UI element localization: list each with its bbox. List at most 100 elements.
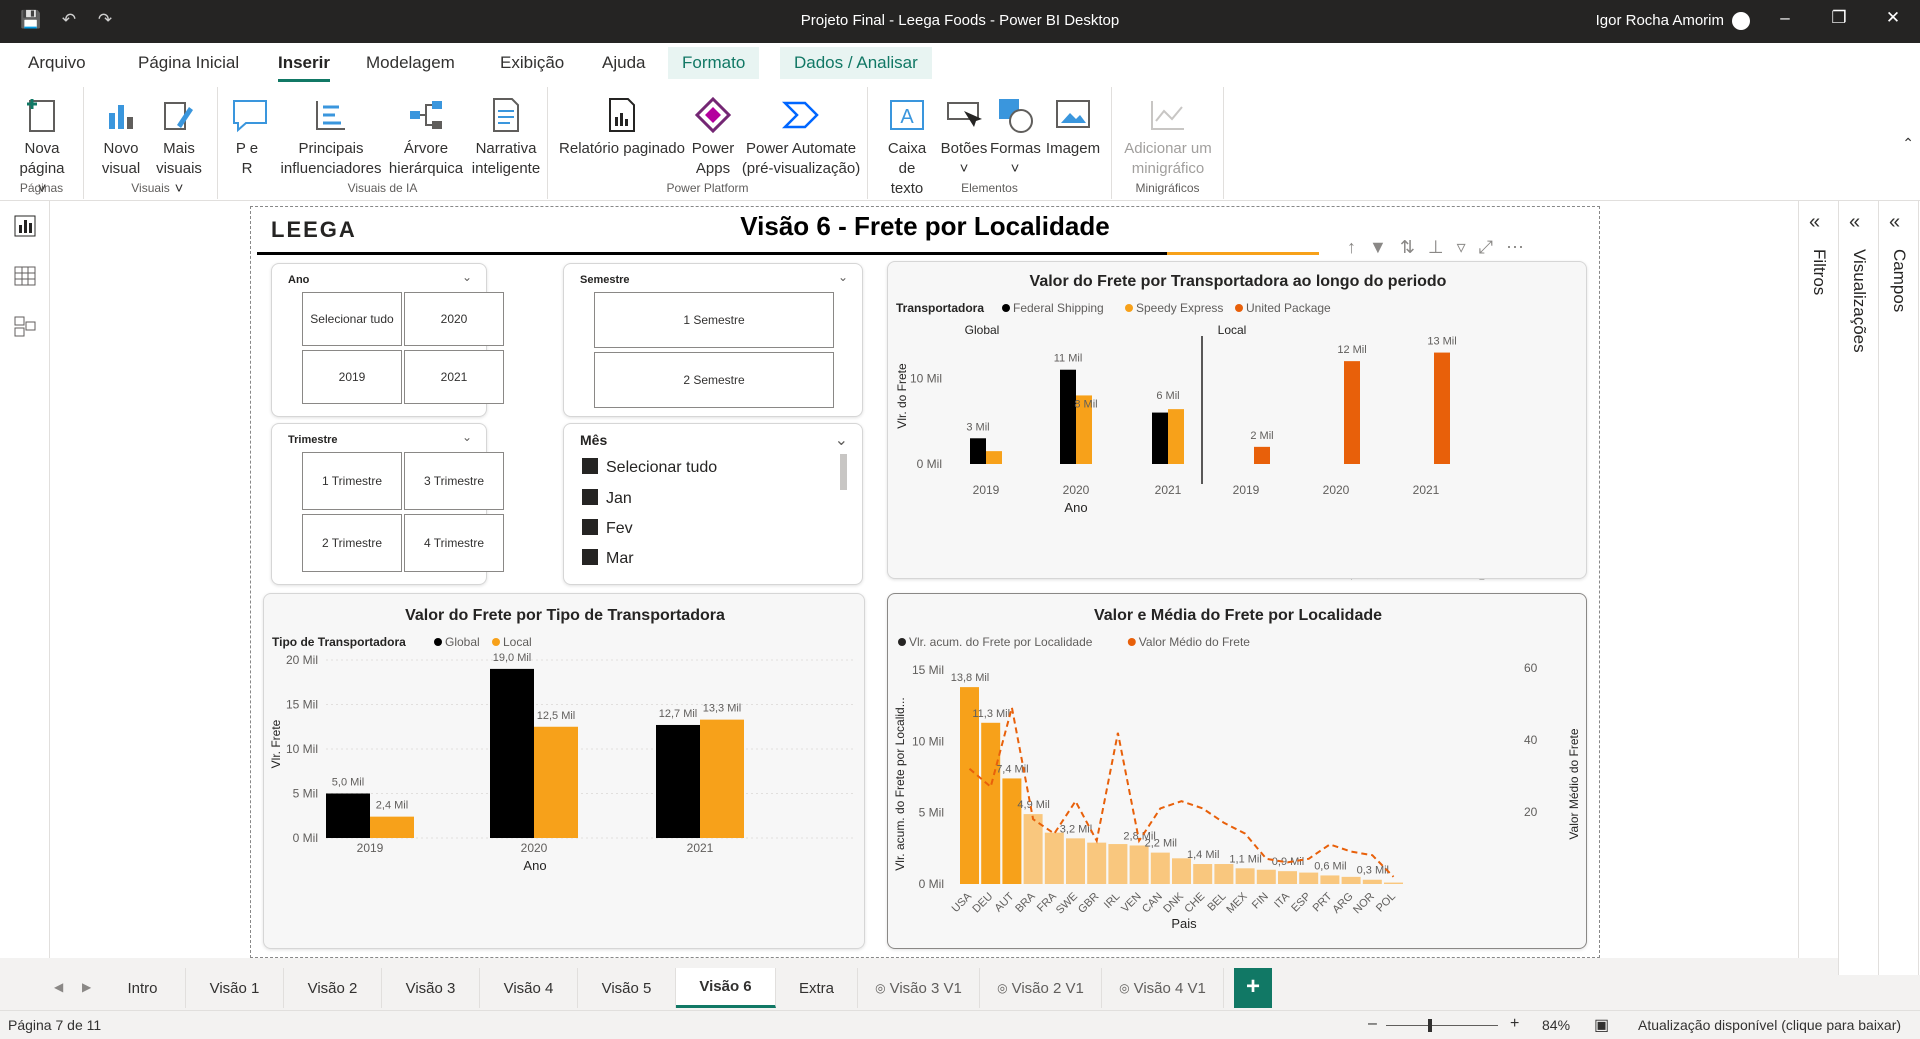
pane-filtros[interactable]: « Filtros bbox=[1799, 201, 1839, 975]
undo-icon[interactable]: ↶ bbox=[61, 10, 77, 29]
bar-localidade[interactable] bbox=[1341, 876, 1361, 884]
slicer-option[interactable]: 2 Trimestre bbox=[302, 514, 402, 572]
bar-localidade[interactable] bbox=[1129, 845, 1149, 884]
chart-transportadora[interactable]: Valor do Frete por Transportadora ao lon… bbox=[887, 261, 1587, 579]
bar-federal-shipping[interactable] bbox=[1060, 369, 1076, 464]
tab-exibicao[interactable]: Exibição bbox=[500, 53, 565, 72]
chevron-down-icon[interactable]: ⌄ bbox=[837, 270, 848, 284]
relatorio-paginado-button[interactable]: Relatório paginado bbox=[558, 95, 686, 159]
botoes-button[interactable]: Botões ˅ bbox=[940, 95, 988, 179]
bar-localidade[interactable] bbox=[1214, 864, 1234, 884]
bar-localidade[interactable] bbox=[1002, 778, 1022, 884]
page-tab[interactable]: Visão 2 bbox=[284, 968, 382, 1008]
bar-united-package[interactable] bbox=[1254, 446, 1270, 464]
power-automate-button[interactable]: Power Automate (pré-visualização) bbox=[740, 95, 862, 179]
zoom-slider[interactable] bbox=[1386, 1025, 1498, 1026]
page-tab[interactable]: ◎ Visão 4 V1 bbox=[1102, 968, 1224, 1008]
bar-localidade[interactable] bbox=[1278, 871, 1297, 884]
bar-localidade[interactable] bbox=[1150, 852, 1170, 884]
bar-global[interactable] bbox=[326, 793, 370, 839]
list-item[interactable]: Jan bbox=[582, 489, 632, 508]
bar-localidade[interactable] bbox=[1172, 858, 1191, 884]
chart-localidade[interactable]: Valor e Média do Frete por Localidade Vlr… bbox=[887, 593, 1587, 949]
imagem-button[interactable]: Imagem bbox=[1044, 95, 1102, 159]
page-tab[interactable]: Intro bbox=[100, 968, 186, 1008]
chevron-down-icon[interactable]: ⌄ bbox=[461, 270, 472, 284]
bar-localidade[interactable] bbox=[1087, 842, 1107, 884]
bar-united-package[interactable] bbox=[1344, 361, 1360, 464]
bar-local[interactable] bbox=[700, 719, 744, 838]
bar-global[interactable] bbox=[656, 724, 700, 838]
tab-formato[interactable]: Formato bbox=[668, 47, 760, 79]
report-view-icon[interactable] bbox=[14, 215, 36, 237]
scrollbar[interactable] bbox=[840, 454, 847, 490]
mais-visuais-button[interactable]: Mais visuais ˅ bbox=[150, 95, 208, 199]
bar-localidade[interactable] bbox=[1193, 864, 1213, 884]
page-tab[interactable]: Visão 5 bbox=[578, 968, 676, 1008]
bar-local[interactable] bbox=[534, 726, 578, 838]
list-item[interactable]: Mar bbox=[582, 549, 634, 568]
bar-localidade[interactable] bbox=[1235, 868, 1255, 884]
bar-localidade[interactable] bbox=[1362, 879, 1382, 884]
chevron-down-icon[interactable]: ⌄ bbox=[834, 432, 848, 449]
bar-localidade[interactable] bbox=[1320, 875, 1340, 884]
avatar[interactable] bbox=[1732, 12, 1750, 30]
minimize-icon[interactable]: – bbox=[1780, 8, 1790, 27]
zoom-out-icon[interactable]: – bbox=[1368, 1015, 1377, 1032]
narrativa-inteligente-button[interactable]: Narrativa inteligente bbox=[466, 95, 546, 179]
bar-federal-shipping[interactable] bbox=[1152, 412, 1168, 464]
tab-inserir[interactable]: Inserir bbox=[278, 53, 330, 82]
save-icon[interactable]: 💾 bbox=[20, 10, 42, 29]
bar-localidade[interactable] bbox=[1023, 814, 1043, 884]
bar-global[interactable] bbox=[490, 668, 534, 838]
slicer-option[interactable]: 2 Semestre bbox=[594, 352, 834, 408]
page-tab[interactable]: Visão 6 bbox=[676, 968, 776, 1008]
adicionar-minigrafico-button[interactable]: Adicionar um minigráfico bbox=[1116, 95, 1220, 179]
tab-pagina-inicial[interactable]: Página Inicial bbox=[138, 53, 240, 72]
bar-localidade[interactable] bbox=[1108, 844, 1128, 884]
bar-speedy-express[interactable] bbox=[1168, 409, 1184, 464]
slicer-option[interactable]: Selecionar tudo bbox=[302, 292, 402, 346]
bar-localidade[interactable] bbox=[981, 722, 1001, 884]
zoom-in-icon[interactable]: + bbox=[1510, 1015, 1520, 1032]
power-apps-button[interactable]: Power Apps bbox=[690, 95, 736, 179]
page-tab[interactable]: Visão 3 bbox=[382, 968, 480, 1008]
tab-ajuda[interactable]: Ajuda bbox=[602, 53, 646, 72]
next-page-icon[interactable]: ▶ bbox=[82, 980, 92, 994]
bar-localidade[interactable] bbox=[1299, 872, 1319, 884]
arvore-hierarquica-button[interactable]: Árvore hierárquica bbox=[386, 95, 466, 179]
checkbox[interactable] bbox=[582, 519, 598, 535]
visual-header-toolbar[interactable]: ↑▼⇅⊥▿⤢⋯ bbox=[1347, 237, 1538, 257]
pane-campos[interactable]: « Campos bbox=[1879, 201, 1919, 975]
slicer-option[interactable]: 2020 bbox=[404, 292, 504, 346]
close-icon[interactable]: ✕ bbox=[1885, 8, 1901, 27]
checkbox[interactable] bbox=[582, 549, 598, 565]
update-notice[interactable]: Atualização disponível (clique para baix… bbox=[1638, 1017, 1902, 1033]
formas-button[interactable]: Formas ˅ bbox=[990, 95, 1041, 179]
chevron-left-icon[interactable]: « bbox=[1889, 211, 1901, 233]
tab-arquivo[interactable]: Arquivo bbox=[28, 53, 86, 72]
chevron-left-icon[interactable]: « bbox=[1809, 211, 1821, 233]
list-item[interactable]: Selecionar tudo bbox=[582, 458, 717, 477]
data-view-icon[interactable] bbox=[14, 265, 36, 287]
model-view-icon[interactable] bbox=[14, 315, 36, 337]
checkbox[interactable] bbox=[582, 489, 598, 505]
tab-modelagem[interactable]: Modelagem bbox=[366, 53, 455, 72]
slicer-option[interactable]: 2021 bbox=[404, 350, 504, 404]
zoom-slider-thumb[interactable] bbox=[1428, 1019, 1432, 1032]
restore-icon[interactable]: ❐ bbox=[1831, 8, 1847, 27]
page-tab[interactable]: ◎ Visão 2 V1 bbox=[980, 968, 1102, 1008]
bar-localidade[interactable] bbox=[1256, 869, 1276, 884]
bar-localidade[interactable] bbox=[1044, 832, 1064, 884]
chevron-left-icon[interactable]: « bbox=[1849, 211, 1861, 233]
checkbox[interactable] bbox=[582, 458, 598, 474]
slicer-option[interactable]: 1 Trimestre bbox=[302, 452, 402, 510]
bar-localidade[interactable] bbox=[1384, 882, 1403, 884]
bar-united-package[interactable] bbox=[1434, 352, 1450, 464]
novo-visual-button[interactable]: Novo visual bbox=[96, 95, 146, 179]
page-tab[interactable]: ◎ Visão 3 V1 bbox=[858, 968, 980, 1008]
slicer-option[interactable]: 3 Trimestre bbox=[404, 452, 504, 510]
line-valor-medio[interactable] bbox=[968, 707, 1395, 878]
fit-page-icon[interactable]: ▣ bbox=[1594, 1017, 1610, 1034]
nova-pagina-button[interactable]: Nova página ˅ bbox=[14, 95, 70, 199]
